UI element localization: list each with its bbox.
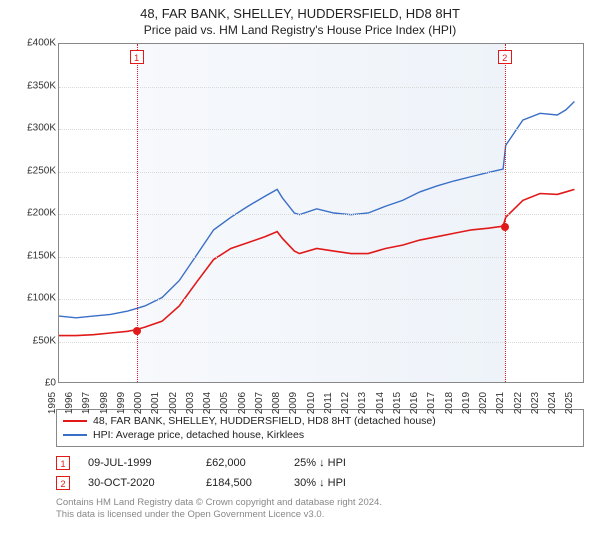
legend-item: 48, FAR BANK, SHELLEY, HUDDERSFIELD, HD8… (63, 414, 577, 428)
x-tick-label: 2015 (392, 392, 403, 414)
x-tick-label: 2016 (409, 392, 420, 414)
x-tick-label: 2024 (547, 392, 558, 414)
footer-line: Contains HM Land Registry data © Crown c… (56, 497, 584, 509)
x-tick-label: 2007 (254, 392, 265, 414)
legend-swatch (63, 420, 87, 422)
x-axis: 1995199619971998199920002001200220032004… (58, 383, 584, 403)
x-tick-label: 2005 (219, 392, 230, 414)
x-tick-label: 2012 (340, 392, 351, 414)
sale-date: 30-OCT-2020 (88, 477, 188, 489)
legend-item: HPI: Average price, detached house, Kirk… (63, 428, 577, 442)
x-tick-label: 2019 (461, 392, 472, 414)
x-tick-label: 2020 (478, 392, 489, 414)
x-tick-label: 2001 (150, 392, 161, 414)
sale-marker-box: 1 (56, 456, 70, 470)
sale-row: 1 09-JUL-1999 £62,000 25% ↓ HPI (56, 453, 584, 473)
y-tick-label: £0 (45, 378, 56, 389)
x-tick-label: 2013 (357, 392, 368, 414)
y-tick-label: £50K (33, 335, 56, 346)
x-tick-label: 1995 (47, 392, 58, 414)
marker-dot (501, 223, 509, 231)
x-tick-label: 1997 (81, 392, 92, 414)
footer: Contains HM Land Registry data © Crown c… (56, 497, 584, 522)
x-tick-label: 2021 (495, 392, 506, 414)
x-tick-label: 1998 (99, 392, 110, 414)
chart-title: 48, FAR BANK, SHELLEY, HUDDERSFIELD, HD8… (0, 6, 600, 21)
x-tick-label: 2010 (306, 392, 317, 414)
x-tick-label: 2017 (426, 392, 437, 414)
x-tick-label: 2023 (530, 392, 541, 414)
sale-price: £62,000 (206, 457, 276, 469)
marker-label: 2 (498, 50, 512, 64)
x-tick-label: 2004 (202, 392, 213, 414)
marker-label: 1 (130, 50, 144, 64)
x-tick-label: 2014 (375, 392, 386, 414)
y-axis: £0£50K£100K£150K£200K£250K£300K£350K£400… (16, 43, 58, 383)
footer-line: This data is licensed under the Open Gov… (56, 509, 584, 521)
y-tick-label: £150K (27, 250, 56, 261)
y-tick-label: £200K (27, 208, 56, 219)
legend: 48, FAR BANK, SHELLEY, HUDDERSFIELD, HD8… (56, 409, 584, 447)
chart-container: 48, FAR BANK, SHELLEY, HUDDERSFIELD, HD8… (0, 0, 600, 560)
x-tick-label: 2025 (564, 392, 575, 414)
legend-swatch (63, 434, 87, 436)
sale-row: 2 30-OCT-2020 £184,500 30% ↓ HPI (56, 473, 584, 493)
chart-subtitle: Price paid vs. HM Land Registry's House … (0, 23, 600, 37)
x-tick-label: 2002 (168, 392, 179, 414)
sale-diff: 30% ↓ HPI (294, 477, 404, 489)
legend-label: HPI: Average price, detached house, Kirk… (93, 429, 304, 441)
y-tick-label: £300K (27, 123, 56, 134)
sale-marker-box: 2 (56, 476, 70, 490)
sale-price: £184,500 (206, 477, 276, 489)
sales-table: 1 09-JUL-1999 £62,000 25% ↓ HPI 2 30-OCT-2020… (56, 453, 584, 493)
y-tick-label: £350K (27, 80, 56, 91)
plot-area: 12 (58, 43, 584, 383)
sale-diff: 25% ↓ HPI (294, 457, 404, 469)
x-tick-label: 2000 (133, 392, 144, 414)
sale-date: 09-JUL-1999 (88, 457, 188, 469)
marker-line (505, 44, 506, 382)
x-tick-label: 2003 (185, 392, 196, 414)
title-block: 48, FAR BANK, SHELLEY, HUDDERSFIELD, HD8… (0, 0, 600, 39)
marker-dot (133, 327, 141, 335)
y-tick-label: £400K (27, 38, 56, 49)
chart-area: £0£50K£100K£150K£200K£250K£300K£350K£400… (16, 43, 584, 403)
y-tick-label: £100K (27, 293, 56, 304)
x-tick-label: 2008 (271, 392, 282, 414)
x-tick-label: 2018 (444, 392, 455, 414)
x-tick-label: 2022 (513, 392, 524, 414)
legend-label: 48, FAR BANK, SHELLEY, HUDDERSFIELD, HD8… (93, 415, 436, 427)
x-tick-label: 2011 (323, 392, 334, 414)
x-tick-label: 2009 (288, 392, 299, 414)
x-tick-label: 2006 (237, 392, 248, 414)
x-tick-label: 1996 (64, 392, 75, 414)
x-tick-label: 1999 (116, 392, 127, 414)
y-tick-label: £250K (27, 165, 56, 176)
